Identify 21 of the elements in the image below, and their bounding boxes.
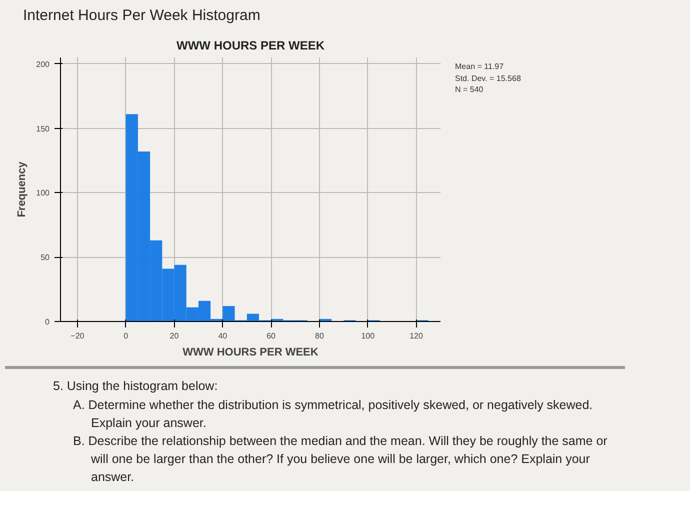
x-tick-label: 60: [266, 332, 276, 341]
y-tick-label: 150: [36, 124, 50, 134]
text: Mean = 11.97 Std. Dev. = 15.568 N = 540: [455, 61, 521, 96]
chart-subtitle: WWW HOURS PER WEEK: [176, 38, 325, 53]
y-tick-label: 100: [36, 189, 50, 198]
x-tick-label: 100: [361, 332, 376, 341]
text: B. Describe the relationship between the median and the mean. Will they be roughly the same or will one be larger than the other? If you believe one will be larger, which one? Explain your answer.: [73, 432, 608, 486]
text: 5. Using the histogram below:: [53, 378, 219, 396]
y-axis-title: Frequency: [16, 161, 28, 218]
x-axis-title: WWW HOURS PER WEEK: [182, 346, 318, 359]
x-tick-label: 80: [315, 332, 324, 341]
chart-title: Internet Hours Per Week Histogram: [23, 6, 260, 26]
x-tick-label: 0: [124, 332, 129, 341]
y-tick-label: 200: [36, 60, 50, 70]
x-tick-label: 120: [410, 332, 424, 341]
x-tick-label: 20: [170, 332, 180, 341]
y-tick-label: 0: [45, 318, 50, 327]
text: A. Determine whether the distribution is symmetrical, positively skewed, or negatively skewed. Explain your answer.: [73, 396, 594, 432]
y-tick-label: 50: [40, 254, 50, 263]
x-tick-label: −20: [70, 332, 85, 341]
x-tick-label: 40: [218, 332, 228, 341]
